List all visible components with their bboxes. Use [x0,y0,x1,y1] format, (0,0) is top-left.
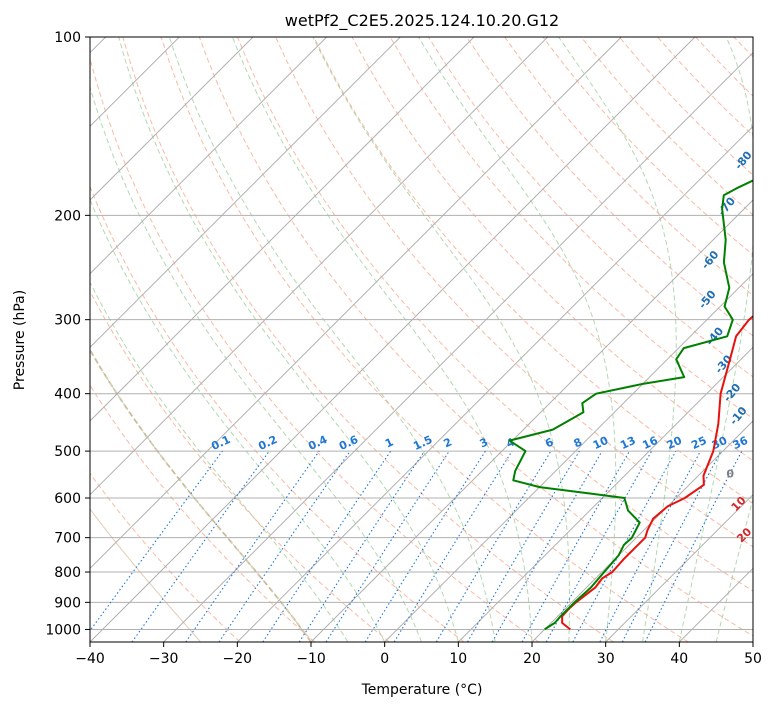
isotherm [531,420,753,642]
moist-adiabat [90,198,386,642]
dry-adiabat [90,290,390,642]
plot-frame [89,36,754,643]
mixing-ratio-label: 36 [731,434,751,452]
y-tick-label: 300 [54,313,81,329]
isotherm [90,37,549,496]
isotherm [90,37,696,642]
cold-moist-adiabat [90,508,201,642]
y-tick-label: 600 [54,491,81,507]
moist-adiabats [90,37,753,642]
dry-adiabat [427,37,753,378]
mixing-ratio-line [90,450,223,632]
mixing-ratio-label: 13 [618,434,637,452]
dry-adiabat [90,185,465,642]
isotherms [90,37,753,642]
isotherm [310,199,753,642]
dry-adiabat-label: 30 [751,553,771,573]
dry-adiabat [90,472,241,642]
x-tick-label: 20 [523,651,541,667]
dry-adiabat [275,37,753,548]
dry-adiabat [122,37,614,642]
x-tick-label: −20 [223,651,253,667]
x-tick-label: −30 [149,651,179,667]
y-tick-label: 900 [54,595,81,611]
isotherm [236,125,753,642]
mixing-ratio-line [131,450,270,642]
moist-adiabat [715,497,753,642]
dry-adiabat [90,384,316,642]
mixing-ratio-line [185,450,320,642]
isotherm [605,493,753,642]
dewpoint-profile-line [508,179,753,631]
mixing-ratio-label: 16 [640,434,660,452]
y-tick-label: 800 [54,565,81,581]
lcl-label: 0 [726,467,734,480]
mixing-ratio-label: 20 [665,434,685,452]
temperature-profile-line [561,314,753,631]
dry-adiabat [504,37,753,296]
x-tick-label: 50 [744,651,762,667]
dry-adiabat [313,37,753,505]
x-tick-label: 0 [380,651,389,667]
isotherm [457,346,753,642]
mixing-ratio-label: 10 [591,434,611,452]
dry-adiabat [351,37,753,462]
x-tick-label: 30 [597,651,615,667]
x-tick-label: −10 [296,651,326,667]
moist-adiabat [231,37,533,642]
mixing-ratio-line [545,450,653,642]
sounding-profiles [508,179,753,631]
moist-adiabat [312,37,570,642]
x-tick-label: 40 [670,651,688,667]
x-axis-ticks: −40 −30 −20 −10 0 10 20 30 40 50 [75,642,762,667]
mixing-ratio-line [572,450,677,642]
moist-adiabat [418,37,617,642]
mixing-ratio-line [325,450,450,642]
y-tick-label: 1000 [45,622,81,638]
pressure-gridlines [90,37,753,630]
mixing-ratio-line [262,450,392,642]
isotherm [90,37,475,422]
cold-moist-adiabat [90,348,312,642]
isotherm [90,37,254,201]
moist-adiabat [168,37,496,642]
x-tick-label: 10 [449,651,467,667]
y-axis-label: Pressure (hPa) [12,290,28,390]
dry-adiabat [198,37,753,637]
y-tick-label: 700 [54,531,81,547]
mixing-ratio-label: 25 [689,434,708,452]
y-tick-label: 400 [54,387,81,403]
moist-adiabat [678,37,753,642]
x-axis-label: Temperature (°C) [361,682,483,698]
isotherm [90,37,401,349]
y-tick-label: 500 [54,444,81,460]
x-tick-label: −40 [75,651,105,667]
chart-title: wetPf2_C2E5.2025.124.10.20.G12 [285,11,559,31]
isotherm [163,51,753,642]
dry-adiabat [160,37,689,642]
dry-adiabat [237,37,753,592]
dry-adiabats [90,37,753,642]
mixing-ratio-line [393,450,513,642]
y-tick-label: 200 [54,208,81,224]
mixing-ratio-line [644,450,743,642]
mixing-ratio-line [218,450,351,642]
y-axis-ticks: 1000 900 800 700 600 500 400 300 200 100 [45,30,90,638]
isotherm [384,272,753,642]
dry-adiabat [90,56,540,642]
isotherm [90,37,328,275]
y-tick-label: 100 [54,30,81,46]
moist-adiabat [118,37,459,642]
dry-adiabat-label: 20 [734,525,754,545]
isotherm [90,37,622,570]
moist-adiabat [90,281,349,642]
mixing-ratio-line [298,450,425,642]
